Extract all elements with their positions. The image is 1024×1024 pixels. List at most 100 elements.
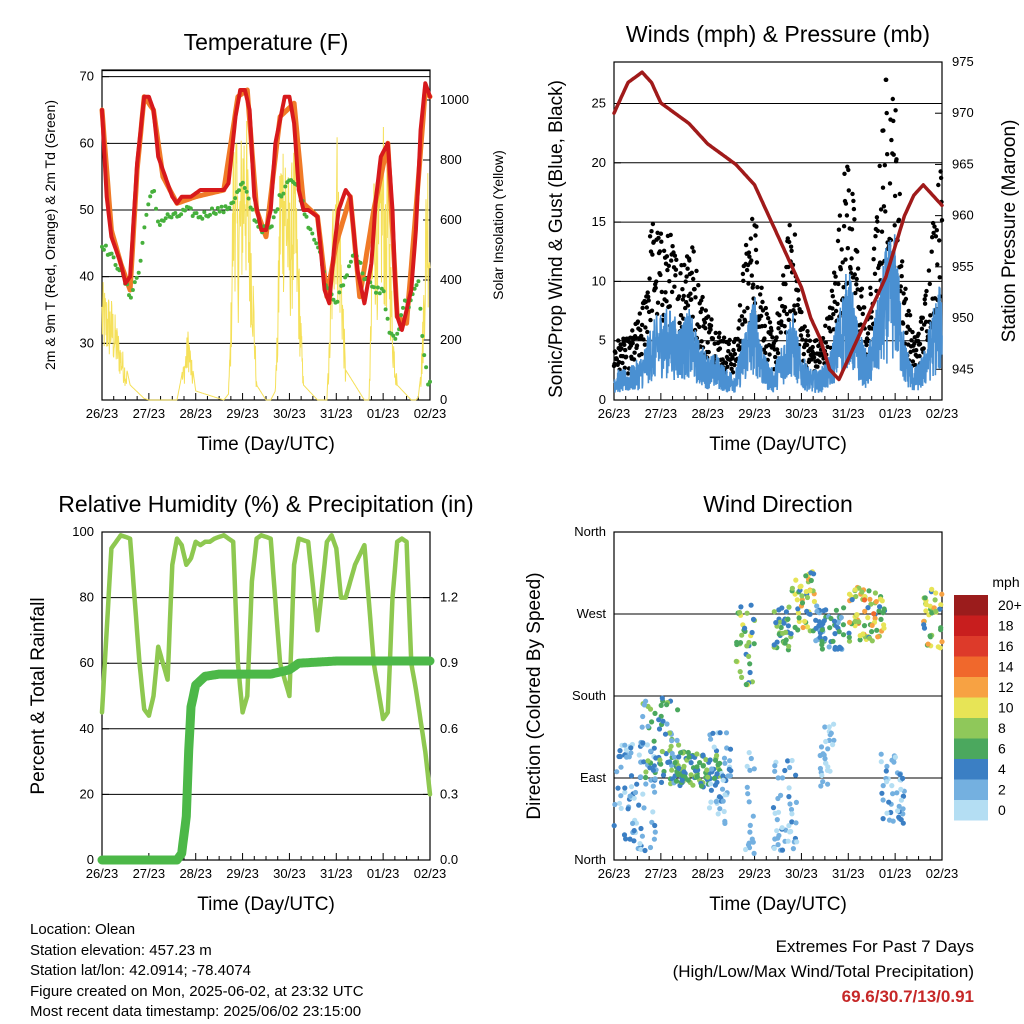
gust-point [889, 137, 894, 143]
gust-point [669, 258, 674, 263]
gust-point [632, 350, 637, 355]
gust-point [764, 311, 769, 317]
direction-point [935, 644, 941, 650]
dewpoint-point [183, 208, 187, 213]
y2-tick-label: 0.0 [440, 852, 458, 867]
y-tick-label: 60 [80, 135, 94, 150]
gust-point [685, 266, 690, 271]
direction-point [652, 829, 658, 835]
y-tick-label: North [574, 524, 606, 539]
direction-point [846, 634, 852, 640]
gust-point [700, 294, 705, 300]
direction-point [681, 763, 687, 770]
y-tick-label: 40 [80, 721, 94, 736]
legend-label: 12 [998, 679, 1014, 695]
y2-tick-label: 800 [440, 152, 462, 167]
direction-point [636, 802, 642, 808]
x-tick-label: 28/23 [691, 866, 724, 881]
gust-point [881, 128, 886, 133]
x-tick-label: 27/23 [133, 406, 166, 421]
gust-point [843, 201, 849, 206]
x-axis-label: Time (Day/UTC) [709, 434, 847, 455]
direction-point [624, 754, 630, 760]
direction-point [714, 771, 720, 777]
gust-point [934, 228, 939, 233]
direction-point [713, 748, 720, 754]
gust-point [906, 308, 911, 314]
direction-point [750, 616, 757, 623]
gust-point [660, 302, 665, 308]
x-tick-label: 26/23 [86, 406, 119, 421]
gust-point [768, 331, 773, 337]
gust-point [623, 347, 628, 353]
x-tick-label: 26/23 [598, 406, 631, 421]
direction-point [813, 617, 819, 623]
direction-point [789, 757, 795, 764]
gust-point [657, 249, 663, 254]
gust-point [849, 227, 855, 232]
direction-point [937, 606, 943, 612]
gust-point [730, 355, 735, 360]
direction-point [772, 836, 778, 842]
direction-point [667, 759, 673, 765]
gust-point [672, 253, 678, 258]
gust-point [843, 257, 848, 262]
gust-point [680, 287, 685, 292]
direction-point [641, 805, 647, 811]
direction-point [927, 603, 933, 609]
direction-point [818, 744, 825, 750]
direction-point [640, 791, 646, 797]
y2-tick-label: 950 [952, 310, 974, 325]
dewpoint-point [418, 306, 423, 311]
extremes-block: Extremes For Past 7 Days (High/Low/Max W… [673, 934, 974, 1009]
gust-point [659, 289, 664, 295]
gust-point [682, 262, 687, 268]
gust-point [887, 181, 893, 186]
dewpoint-point [237, 188, 241, 193]
gust-point [667, 304, 672, 309]
gust-point [732, 362, 737, 368]
gust-point [811, 355, 817, 360]
gust-point [723, 360, 729, 366]
direction-point [818, 783, 824, 789]
dewpoint-point [188, 206, 193, 211]
direction-point [892, 754, 899, 760]
gust-point [799, 309, 804, 315]
extremes-title: Extremes For Past 7 Days [775, 937, 974, 956]
dewpoint-point [426, 382, 431, 387]
chart-title: Winds (mph) & Pressure (mb) [626, 21, 930, 47]
gust-point [918, 319, 924, 324]
panel-temperature [99, 69, 433, 401]
gust-point [838, 267, 843, 272]
direction-point [739, 632, 745, 638]
direction-point [746, 799, 752, 805]
gust-point [786, 264, 791, 270]
direction-point [804, 624, 811, 630]
gust-point [860, 311, 865, 317]
direction-point [788, 806, 795, 813]
direction-point [800, 624, 806, 631]
gust-point [725, 364, 730, 369]
direction-point [780, 630, 786, 636]
direction-point [925, 641, 931, 647]
direction-point [679, 777, 685, 783]
gust-point [646, 298, 651, 303]
direction-point [939, 591, 945, 597]
panel-humidity [97, 531, 435, 865]
gust-point [696, 283, 701, 288]
direction-point [821, 608, 827, 614]
direction-point [746, 639, 752, 646]
gust-point [903, 286, 908, 291]
x-tick-label: 27/23 [645, 866, 678, 881]
direction-point [795, 606, 801, 612]
direction-point [658, 779, 665, 786]
gust-point [740, 322, 745, 327]
direction-point [738, 604, 744, 610]
direction-point [652, 789, 658, 795]
direction-point [825, 764, 831, 770]
gust-point [796, 297, 801, 302]
y2-tick-label: 400 [440, 272, 462, 287]
gust-point [710, 336, 716, 341]
direction-point [869, 638, 875, 644]
direction-point [723, 730, 730, 736]
